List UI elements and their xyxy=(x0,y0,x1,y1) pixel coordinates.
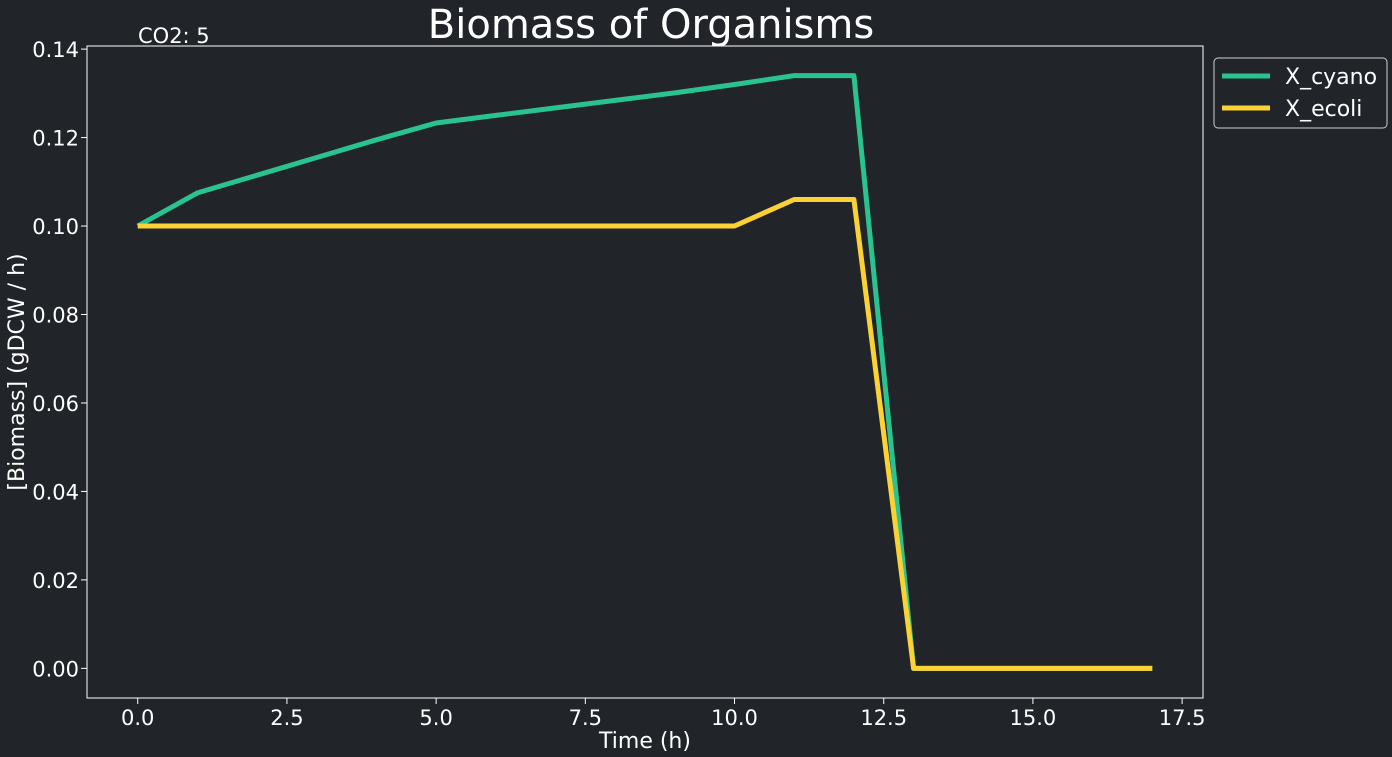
legend-label: X_cyano xyxy=(1285,65,1377,90)
series-line-x-ecoli xyxy=(137,197,1153,671)
y-tick-label: 0.04 xyxy=(32,480,79,504)
y-tick-label: 0.10 xyxy=(32,215,79,239)
x-tick-label: 5.0 xyxy=(419,706,452,730)
series-line-x-cyano xyxy=(136,73,1153,671)
chart-title: Biomass of Organisms xyxy=(428,2,874,48)
x-tick-label: 7.5 xyxy=(569,706,602,730)
y-axis: 0.00 0.02 0.04 0.06 0.08 0.10 0.12 0.14 xyxy=(32,38,87,681)
y-tick-label: 0.06 xyxy=(32,392,79,416)
y-axis-label: [Biomass] (gDCW / h) xyxy=(5,253,30,490)
x-axis-label: Time (h) xyxy=(598,729,691,754)
series-lines xyxy=(136,73,1153,671)
y-tick-label: 0.12 xyxy=(32,127,79,151)
x-tick-label: 0.0 xyxy=(121,706,154,730)
legend: X_cyano X_ecoli xyxy=(1213,57,1388,129)
y-tick-label: 0.02 xyxy=(32,569,79,593)
x-tick-label: 2.5 xyxy=(270,706,303,730)
x-tick-label: 15.0 xyxy=(1010,706,1057,730)
co2-annotation: CO2: 5 xyxy=(138,24,210,48)
y-tick-label: 0.08 xyxy=(32,303,79,327)
plot-frame xyxy=(86,45,1204,699)
y-tick-label: 0.00 xyxy=(32,657,79,681)
x-tick-label: 17.5 xyxy=(1159,706,1206,730)
y-tick-label: 0.14 xyxy=(32,38,79,62)
x-tick-label: 10.0 xyxy=(711,706,758,730)
x-axis: 0.0 2.5 5.0 7.5 10.0 12.5 15.0 17.5 xyxy=(121,698,1205,730)
x-tick-label: 12.5 xyxy=(860,706,907,730)
legend-label: X_ecoli xyxy=(1285,97,1362,122)
